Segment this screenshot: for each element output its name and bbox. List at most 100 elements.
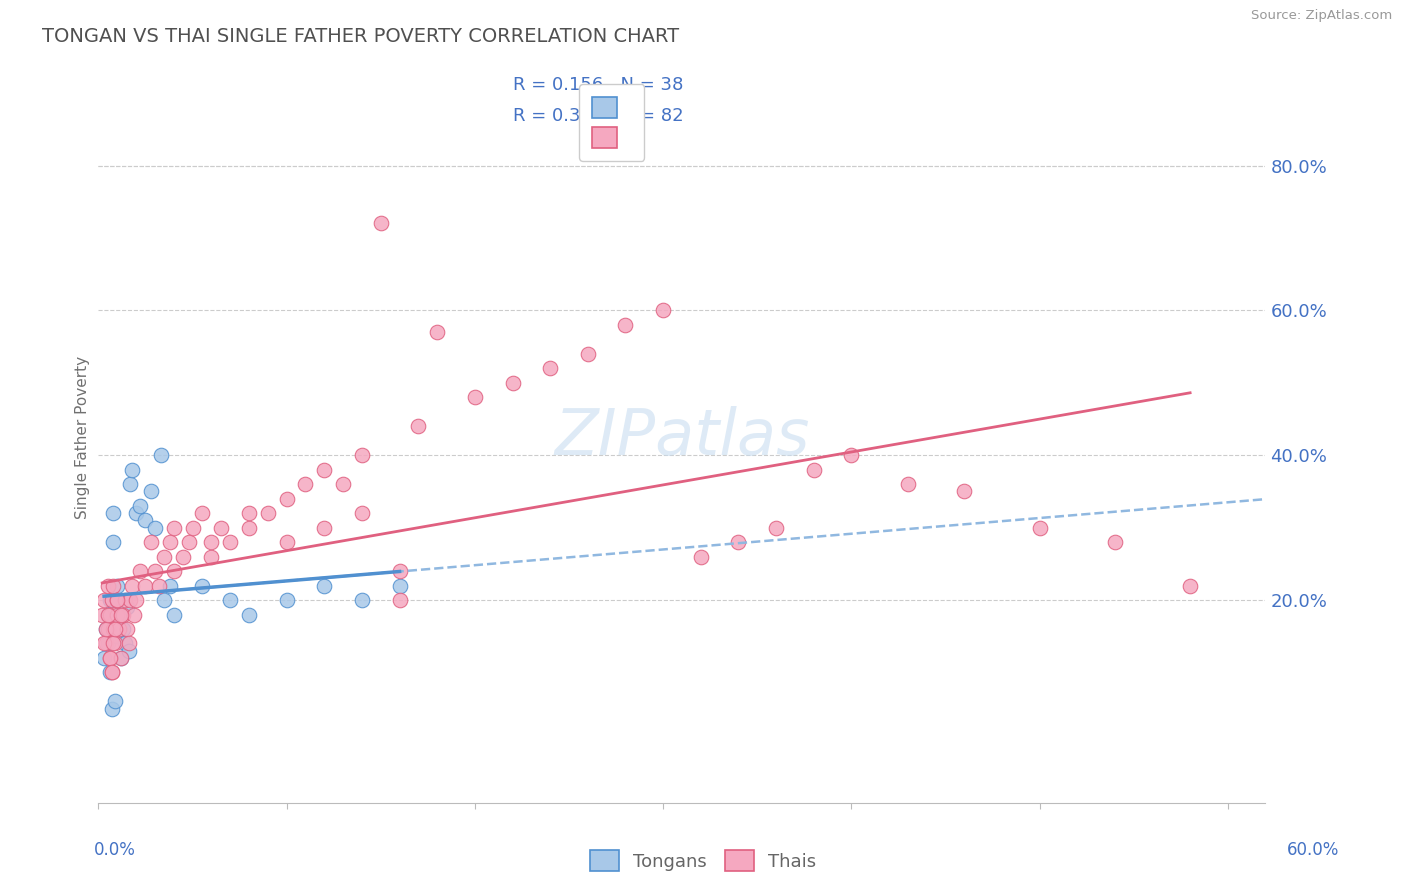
Point	[388, 564, 411, 578]
Point	[94, 622, 117, 636]
Point	[219, 535, 242, 549]
Point	[238, 506, 260, 520]
Point	[97, 636, 120, 650]
Point	[110, 651, 132, 665]
Text: 0.0%: 0.0%	[94, 840, 136, 858]
Point	[128, 499, 150, 513]
Legend: Tongans, Thais: Tongans, Thais	[582, 843, 824, 879]
Point	[94, 636, 117, 650]
Point	[148, 578, 170, 592]
Point	[219, 593, 242, 607]
Legend: , : ,	[579, 84, 644, 161]
Point	[181, 520, 204, 534]
Point	[93, 636, 115, 650]
Point	[839, 448, 862, 462]
Point	[103, 535, 125, 549]
Point	[153, 593, 176, 607]
Text: TONGAN VS THAI SINGLE FATHER POVERTY CORRELATION CHART: TONGAN VS THAI SINGLE FATHER POVERTY COR…	[42, 27, 679, 45]
Point	[105, 629, 128, 643]
Point	[115, 600, 138, 615]
Point	[100, 701, 122, 715]
Point	[98, 665, 121, 680]
Point	[108, 622, 131, 636]
Point	[105, 578, 128, 592]
Point	[105, 593, 128, 607]
Point	[350, 448, 373, 462]
Point	[103, 622, 125, 636]
Point	[200, 549, 222, 564]
Point	[1028, 520, 1050, 534]
Point	[350, 593, 373, 607]
Point	[104, 636, 127, 650]
Point	[256, 506, 278, 520]
Point	[105, 593, 128, 607]
Point	[238, 520, 260, 534]
Point	[408, 419, 430, 434]
Point	[120, 593, 142, 607]
Point	[163, 564, 186, 578]
Text: R = 0.156   N = 38: R = 0.156 N = 38	[513, 76, 683, 94]
Point	[294, 477, 316, 491]
Point	[350, 506, 373, 520]
Point	[1178, 578, 1201, 592]
Point	[953, 484, 976, 499]
Point	[104, 593, 127, 607]
Point	[191, 578, 214, 592]
Point	[614, 318, 637, 332]
Point	[97, 607, 120, 622]
Point	[121, 578, 143, 592]
Point	[314, 463, 336, 477]
Point	[105, 607, 128, 622]
Point	[209, 520, 232, 534]
Point	[370, 216, 392, 230]
Point	[108, 607, 131, 622]
Point	[803, 463, 825, 477]
Point	[100, 665, 122, 680]
Point	[97, 607, 120, 622]
Point	[276, 535, 298, 549]
Point	[97, 622, 120, 636]
Point	[114, 636, 136, 650]
Point	[538, 361, 561, 376]
Point	[98, 607, 121, 622]
Point	[139, 535, 162, 549]
Y-axis label: Single Father Poverty: Single Father Poverty	[75, 356, 90, 518]
Point	[276, 593, 298, 607]
Point	[159, 535, 181, 549]
Point	[103, 506, 125, 520]
Point	[110, 607, 132, 622]
Point	[388, 593, 411, 607]
Point	[100, 629, 122, 643]
Point	[139, 484, 162, 499]
Point	[276, 491, 298, 506]
Point	[897, 477, 920, 491]
Point	[94, 622, 117, 636]
Point	[98, 593, 121, 607]
Point	[314, 578, 336, 592]
Point	[200, 535, 222, 549]
Point	[765, 520, 787, 534]
Point	[177, 535, 200, 549]
Text: R = 0.357   N = 82: R = 0.357 N = 82	[513, 107, 683, 125]
Point	[100, 665, 122, 680]
Text: ZIPatlas: ZIPatlas	[554, 406, 810, 468]
Point	[388, 578, 411, 592]
Point	[117, 636, 139, 650]
Point	[153, 549, 176, 564]
Point	[114, 593, 136, 607]
Point	[120, 477, 142, 491]
Point	[110, 651, 132, 665]
Point	[103, 578, 125, 592]
Point	[143, 520, 166, 534]
Point	[576, 347, 599, 361]
Point	[652, 303, 675, 318]
Point	[426, 325, 449, 339]
Point	[91, 607, 114, 622]
Point	[727, 535, 749, 549]
Point	[332, 477, 354, 491]
Point	[134, 513, 156, 527]
Point	[111, 622, 134, 636]
Point	[100, 593, 122, 607]
Point	[111, 607, 134, 622]
Point	[1104, 535, 1126, 549]
